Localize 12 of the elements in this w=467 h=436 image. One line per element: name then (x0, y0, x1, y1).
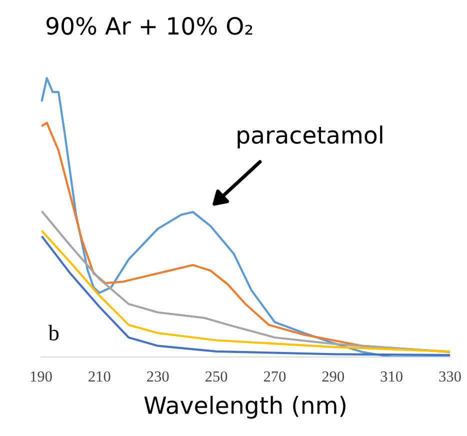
x-tick-label: 210 (88, 371, 110, 382)
x-tick-label: 190 (30, 371, 52, 382)
x-tick-label: 250 (206, 371, 228, 382)
x-axis-title: Wavelength (nm) (144, 396, 346, 419)
x-tick-label: 330 (439, 371, 461, 382)
annotation: paracetamol (238, 126, 382, 148)
x-tick-label: 270 (264, 371, 286, 382)
x-tick-label: 290 (322, 371, 344, 382)
annotation: b (48, 324, 59, 340)
chart-title: 90% Ar + 10% O₂ (46, 16, 252, 35)
x-tick-label: 230 (147, 371, 169, 382)
x-tick-label: 310 (380, 371, 402, 382)
